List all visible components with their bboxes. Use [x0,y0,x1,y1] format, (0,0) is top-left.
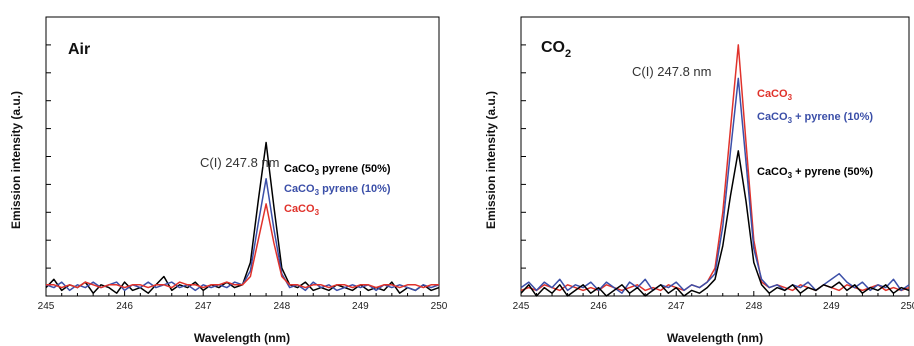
x-tick-label-air-1: 246 [116,301,133,312]
x-tick-label-co2-0: 245 [513,301,530,312]
legend-air-entry-1-sub: 3 [315,188,320,197]
x-tick-label-co2-2: 247 [668,301,685,312]
x-tick-label-co2-3: 248 [745,301,762,312]
legend-co2-entry-1-rest: + pyrene (10%) [792,111,873,123]
panel-air: 245 246 247 248 249 250 Air C(I) 247.8 nm CaC… [9,16,448,345]
legend-co2-entry-2-main: CaCO [757,166,788,178]
series-line-air-1 [45,178,440,292]
y-axis-title-air: Emission intensity (a.u.) [9,91,23,229]
peak-annotation-air: C(I) 247.8 nm [200,155,279,170]
series-line-air-2 [46,203,439,289]
x-tick-label-co2-4: 249 [823,301,840,312]
legend-co2-entry-0: CaCO3 [757,88,793,102]
legend-co2-entry-0-main: CaCO [757,88,788,100]
x-tick-label-co2-1: 246 [590,301,607,312]
x-tick-label-air-2: 247 [195,301,212,312]
legend-co2-entry-2-sub: 3 [788,171,793,180]
legend-air-entry-1-main: CaCO [284,183,315,195]
y-ticks-co2 [521,44,526,269]
legend-air: CaCO3 pyrene (50%) CaCO3 pyrene (10%) Ca… [284,163,391,217]
legend-air-entry-0-main: CaCO [284,163,315,175]
legend-co2-entry-2: CaCO3 + pyrene (50%) [757,166,873,180]
x-axis-title-air: Wavelength (nm) [194,331,290,345]
y-axis-title-co2: Emission intensity (a.u.) [484,91,498,229]
legend-co2-entry-2-rest: + pyrene (50%) [792,166,873,178]
series-group-air [45,141,440,294]
y-ticks-air [46,44,51,269]
legend-air-entry-0: CaCO3 pyrene (50%) [284,163,391,177]
legend-co2-entry-1-sub: 3 [788,116,793,125]
legend-air-entry-1-rest: pyrene (10%) [319,183,391,195]
series-group-co2 [520,44,910,297]
x-ticks-air: 245 246 247 248 249 250 [38,291,448,312]
panel-title-air: Air [68,41,90,58]
x-ticks-co2: 245 246 247 248 249 250 [513,291,914,312]
plot-frame-co2 [520,16,910,297]
panel-title-co2-main: CO [541,39,565,56]
legend-co2-entry-1: CaCO3 + pyrene (10%) [757,111,873,125]
x-tick-label-co2-5: 250 [901,301,914,312]
panel-co2: 245 246 247 248 249 250 CO2 C(I) 247.8 nm CaC… [484,16,914,345]
x-axis-title-co2: Wavelength (nm) [667,331,763,345]
legend-air-entry-0-sub: 3 [315,168,320,177]
panel-title-co2-sub: 2 [565,48,571,60]
legend-air-entry-2-main: CaCO [284,203,315,215]
series-line-co2-1 [520,77,910,294]
x-tick-label-air-4: 249 [352,301,369,312]
x-tick-label-air-3: 248 [273,301,290,312]
legend-air-entry-0-rest: pyrene (50%) [319,163,391,175]
legend-co2: CaCO3 CaCO3 + pyrene (10%) CaCO3 + pyren… [757,88,873,180]
peak-annotation-co2: C(I) 247.8 nm [632,64,711,79]
legend-co2-entry-1-main: CaCO [757,111,788,123]
panel-title-air-main: Air [68,41,90,58]
legend-co2-entry-0-sub: 3 [788,93,793,102]
legend-air-entry-1: CaCO3 pyrene (10%) [284,183,391,197]
x-tick-label-air-0: 245 [38,301,55,312]
x-tick-label-air-5: 250 [431,301,448,312]
legend-air-entry-2: CaCO3 [284,203,320,217]
legend-air-entry-2-sub: 3 [315,208,320,217]
series-line-co2-2 [520,150,910,297]
panel-title-co2: CO2 [541,39,571,60]
